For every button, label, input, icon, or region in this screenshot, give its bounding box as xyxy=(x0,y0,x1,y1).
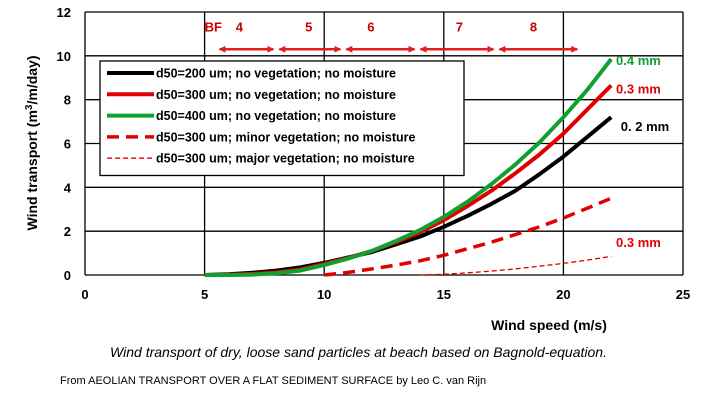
y-tick-label: 8 xyxy=(64,93,71,108)
figure-source: From AEOLIAN TRANSPORT OVER A FLAT SEDIM… xyxy=(60,375,487,387)
legend-entry: d50=400 um; no vegetation; no moisture xyxy=(156,109,396,123)
x-tick-label: 25 xyxy=(676,287,690,302)
chart-annotations: 0.4 mm 0.3 mm 0. 2 mm 0.3 mm xyxy=(616,53,669,250)
x-tick-label: 5 xyxy=(201,287,208,302)
y-tick-label: 2 xyxy=(64,224,71,239)
x-tick-label: 0 xyxy=(81,287,88,302)
y-tick-label: 4 xyxy=(64,180,72,195)
y-tick-label: 10 xyxy=(57,49,71,64)
legend-entry: d50=200 um; no vegetation; no moisture xyxy=(156,67,396,81)
end-label: 0. 2 mm xyxy=(621,119,669,134)
series-line-4 xyxy=(324,196,612,277)
beaufort-label: 6 xyxy=(367,20,374,35)
end-label: 0.3 mm xyxy=(616,82,661,97)
beaufort-label: 7 xyxy=(456,20,463,35)
legend-entry: d50=300 um; major vegetation; no moistur… xyxy=(156,152,415,166)
series-line-5 xyxy=(419,255,612,276)
x-axis-label: Wind speed (m/s) xyxy=(491,317,607,333)
chart-series xyxy=(204,57,613,277)
y-tick-label: 0 xyxy=(64,268,71,283)
beaufort-label: BF xyxy=(205,20,222,35)
x-tick-label: 15 xyxy=(437,287,451,302)
series-line-3 xyxy=(204,57,613,277)
figure-caption: Wind transport of dry, loose sand partic… xyxy=(110,344,607,360)
chart-legend: d50=200 um; no vegetation; no moisture d5… xyxy=(99,60,465,177)
wind-transport-chart: 0 5 10 15 20 25 0 2 4 6 8 10 12 Wind speed (m/s) Wind … xyxy=(24,5,691,333)
y-axis-label: Wind transport (m3/m/day) xyxy=(24,56,41,231)
y-tick-label: 6 xyxy=(64,137,71,152)
chart-axes: 0 5 10 15 20 25 0 2 4 6 8 10 12 Wind speed (m/s) Wind … xyxy=(24,5,691,333)
beaufort-label: 5 xyxy=(305,20,312,35)
legend-entry: d50=300 um; no vegetation; no moisture xyxy=(156,88,396,102)
legend-box xyxy=(99,60,465,177)
y-tick-label: 12 xyxy=(57,5,71,20)
beaufort-scale: BF 4 5 6 7 8 xyxy=(205,20,579,53)
beaufort-label: 4 xyxy=(236,20,244,35)
end-label: 0.4 mm xyxy=(616,53,661,68)
end-label: 0.3 mm xyxy=(616,235,661,250)
legend-entry: d50=300 um; minor vegetation; no moistur… xyxy=(156,130,415,144)
x-tick-label: 10 xyxy=(317,287,331,302)
x-tick-label: 20 xyxy=(556,287,570,302)
beaufort-label: 8 xyxy=(530,20,537,35)
